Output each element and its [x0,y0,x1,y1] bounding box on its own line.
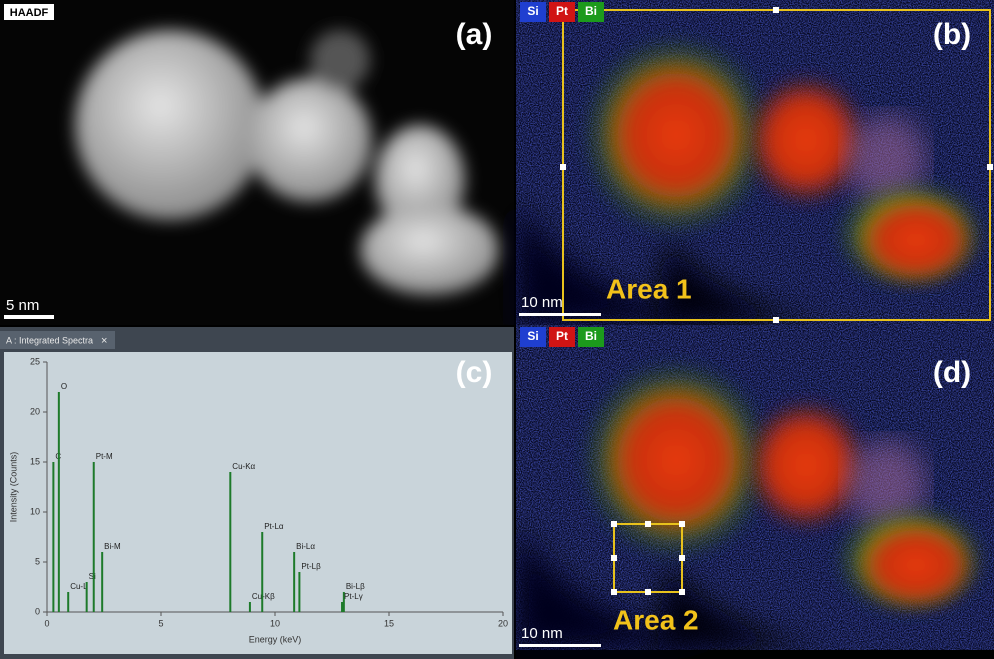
element-tag-bg [520,327,546,347]
y-axis-label: Intensity (Counts) [8,452,18,523]
panel-b: Si Pt Bi (b) Area 1 10 nm [516,0,994,325]
element-tag-bg [578,2,604,22]
peak-label: Si [89,572,96,581]
scale-bar [4,315,54,319]
panel-label: (a) [456,18,493,51]
panel-label: (b) [933,18,971,51]
handles [560,7,993,323]
element-tag-bg [549,327,575,347]
scale-label: 10 nm [521,625,563,642]
element-tag-bg [578,327,604,347]
peak-label: Pt-M [96,452,113,461]
peak-label: Cu-Kα [232,462,255,471]
peak-label: Pt-Lβ [301,562,321,571]
scale-label: 10 nm [521,294,563,311]
y-tick-label: 0 [35,606,40,616]
panel-c: A : Integrated Spectra × (c) Energy (keV… [0,327,514,659]
element-tag: Bi [585,329,597,343]
y-tick-label: 5 [35,556,40,566]
element-tags: Si Pt Bi [520,2,604,22]
element-tag: Pt [556,4,568,18]
element-tag-bg [520,2,546,22]
y-tick-label: 15 [30,456,40,466]
peak-label: Bi-Lα [296,542,315,551]
element-tag: Pt [556,329,568,343]
scale-bar [519,644,601,647]
area-label: Area 2 [613,604,699,635]
tab-close[interactable]: × [101,335,107,347]
x-axis-label: Energy (keV) [249,634,302,644]
panel-d: Si Pt Bi (d) Area 2 10 nm [516,325,994,650]
scale-label: 5 nm [6,297,39,314]
x-tick-label: 0 [44,618,49,628]
x-tick-label: 5 [158,618,163,628]
particles [75,30,500,295]
peak-label: O [61,382,67,391]
peak-label: Pt-Lγ [344,592,363,601]
eds-map [516,325,994,650]
element-tag: Si [527,4,538,18]
x-tick-label: 20 [498,618,508,628]
y-tick-label: 10 [30,506,40,516]
peak-label: Cu-Kβ [252,592,275,601]
element-tag: Bi [585,4,597,18]
handles [611,521,685,595]
peak-label: Cu-L [70,582,88,591]
plot-bg [4,352,512,654]
peak-label: Bi-M [104,542,121,551]
y-tick-label: 25 [30,356,40,366]
peak-label: Pt-Lα [264,522,284,531]
eds-map [516,0,994,325]
element-tag: Si [527,329,538,343]
badge-bg [4,4,54,20]
panel-a: HAADF (a) 5 nm [0,0,514,325]
area-label: Area 1 [606,273,692,304]
tab[interactable] [0,331,115,349]
tab-title: A : Integrated Spectra [6,335,93,345]
badge: HAADF [10,7,49,19]
panel-label: (d) [933,356,971,389]
x-tick-label: 15 [384,618,394,628]
scale-bar [519,313,601,316]
x-tick-label: 10 [270,618,280,628]
panel-label: (c) [456,356,493,389]
element-tags: Si Pt Bi [520,327,604,347]
peak-label: Bi-Lβ [346,582,365,591]
element-tag-bg [549,2,575,22]
y-tick-label: 20 [30,406,40,416]
